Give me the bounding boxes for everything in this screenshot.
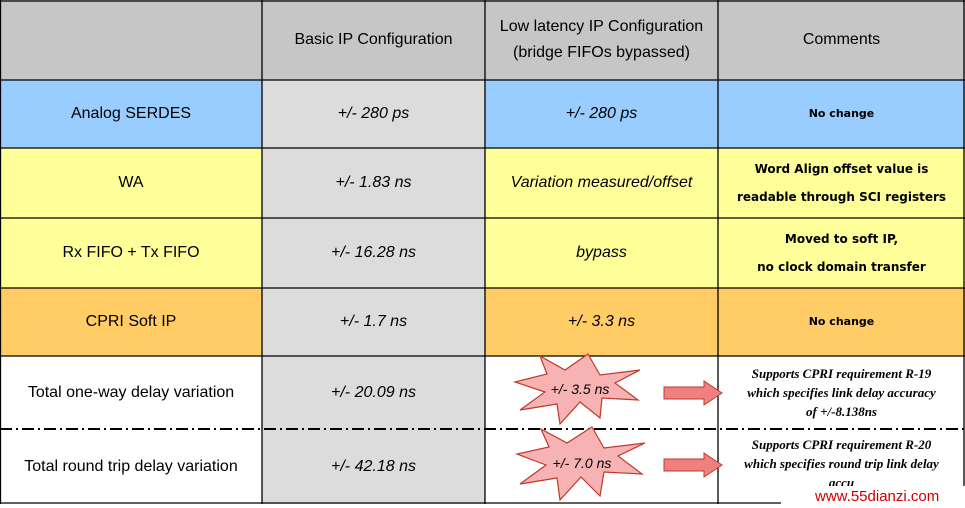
header-low-latency-ip: Low latency IP Configuration (bridge FIF… xyxy=(485,0,718,80)
watermark: www.55dianzi.com xyxy=(781,486,965,508)
row-total-one-way-comment-line1: Supports CPRI requirement R-19 xyxy=(751,366,932,381)
row-fifo-comment-line1: Moved to soft IP, xyxy=(784,232,899,246)
row-wa-low-latency: Variation measured/offset xyxy=(485,148,718,218)
row-fifo-basic: +/- 16.28 ns xyxy=(262,218,485,288)
row-total-one-way-comment: Supports CPRI requirement R-19 which spe… xyxy=(718,356,965,429)
header-low-latency-line1: Low latency IP Configuration xyxy=(499,18,704,35)
row-analog-serdes-low-latency: +/- 280 ps xyxy=(485,80,718,148)
header-empty-cell xyxy=(0,0,262,80)
row-total-round-trip-basic: +/- 42.18 ns xyxy=(262,429,485,504)
arrow-round-trip-icon xyxy=(663,452,723,478)
row-total-round-trip-label: Total round trip delay variation xyxy=(0,429,262,504)
row-total-one-way-comment-line3: of +/-8.138ns xyxy=(806,404,877,419)
row-analog-serdes-label: Analog SERDES xyxy=(0,80,262,148)
row-cpri-soft-ip-label: CPRI Soft IP xyxy=(0,288,262,356)
row-cpri-soft-ip-comment: No change xyxy=(718,288,965,356)
row-wa-basic: +/- 1.83 ns xyxy=(262,148,485,218)
row-cpri-soft-ip-basic: +/- 1.7 ns xyxy=(262,288,485,356)
row-fifo-label: Rx FIFO + Tx FIFO xyxy=(0,218,262,288)
row-wa-comment-line2: readable through SCI registers xyxy=(736,190,947,204)
row-total-round-trip-comment-line1: Supports CPRI requirement R-20 xyxy=(751,437,932,452)
row-total-one-way-label: Total one-way delay variation xyxy=(0,356,262,429)
row-fifo-low-latency: bypass xyxy=(485,218,718,288)
header-comments: Comments xyxy=(718,0,965,80)
row-total-one-way-comment-line2: which specifies link delay accuracy xyxy=(747,385,936,400)
starburst-round-trip xyxy=(514,426,646,502)
row-analog-serdes-basic: +/- 280 ps xyxy=(262,80,485,148)
starburst-one-way-label: +/- 3.5 ns xyxy=(551,381,610,397)
header-basic-ip: Basic IP Configuration xyxy=(262,0,485,80)
arrow-one-way-icon xyxy=(663,380,723,406)
row-cpri-soft-ip-low-latency: +/- 3.3 ns xyxy=(485,288,718,356)
row-wa-label: WA xyxy=(0,148,262,218)
starburst-round-trip-label: +/- 7.0 ns xyxy=(553,455,612,471)
header-low-latency-line2: (bridge FIFOs bypassed) xyxy=(513,44,690,61)
row-wa-comment: Word Align offset value is readable thro… xyxy=(718,148,965,218)
row-fifo-comment-line2: no clock domain transfer xyxy=(757,260,926,274)
row-analog-serdes-comment: No change xyxy=(718,80,965,148)
row-wa-comment-line1: Word Align offset value is xyxy=(754,162,929,176)
row-total-one-way-basic: +/- 20.09 ns xyxy=(262,356,485,429)
row-total-round-trip-comment-line2: which specifies round trip link delay xyxy=(744,456,939,471)
starburst-one-way xyxy=(512,353,641,426)
row-fifo-comment: Moved to soft IP, no clock domain transf… xyxy=(718,218,965,288)
